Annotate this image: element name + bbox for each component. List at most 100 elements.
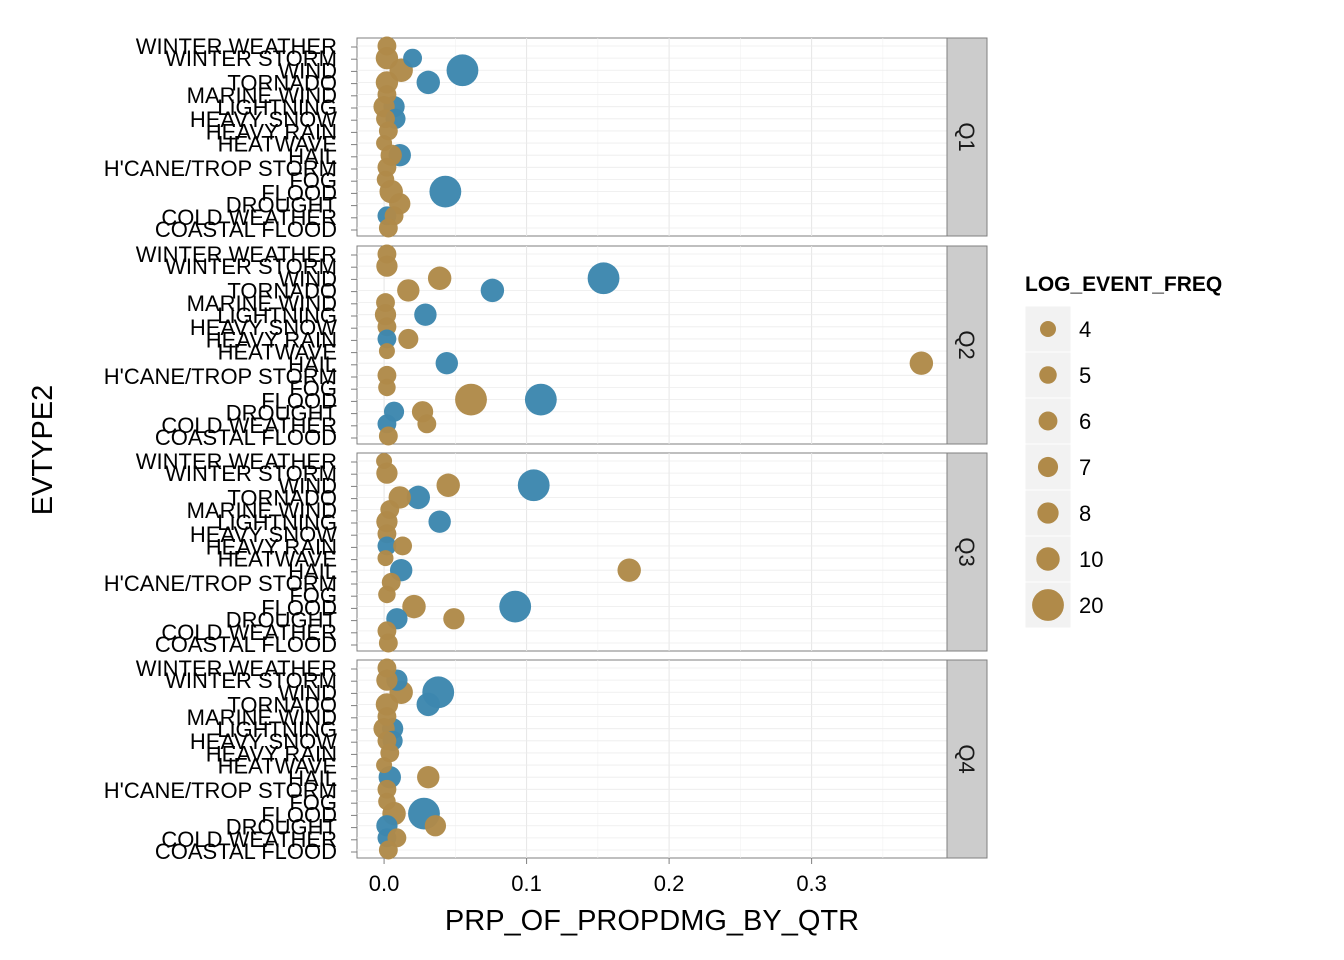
legend-item: 10	[1024, 535, 1103, 583]
data-point	[499, 590, 532, 623]
data-point	[398, 328, 419, 349]
legend-swatch	[1040, 321, 1056, 337]
y-tick-label: HEATWAVE	[218, 340, 337, 365]
y-tick-label: HEAVY SNOW	[190, 522, 337, 547]
y-tick-label: HEATWAVE	[218, 754, 337, 779]
data-point	[376, 170, 395, 189]
y-tick-label: DROUGHT	[226, 401, 337, 426]
data-point	[376, 757, 393, 774]
data-point	[376, 135, 393, 152]
y-tick-label: WIND	[278, 473, 337, 498]
legend-label: 7	[1079, 455, 1091, 480]
y-tick-label: COASTAL FLOOD	[155, 425, 337, 450]
y-tick-label: HAIL	[288, 144, 337, 169]
y-tick-label: HEATWAVE	[218, 132, 337, 157]
data-point	[402, 594, 426, 619]
y-tick-label: HEAVY RAIN	[206, 119, 337, 144]
facet-strip	[946, 452, 988, 652]
data-point	[377, 779, 397, 799]
facet-q2: Q2	[356, 244, 988, 446]
x-tick-label: 0.2	[654, 871, 685, 896]
facet-strip	[946, 37, 988, 237]
data-point	[378, 840, 398, 860]
legend-swatch	[1032, 589, 1064, 621]
legend-item: 4	[1024, 305, 1091, 353]
x-tick-label: 0.3	[796, 871, 827, 896]
y-tick-label: WIND	[278, 680, 337, 705]
y-tick-label: FOG	[289, 376, 337, 401]
data-point	[480, 278, 505, 303]
y-tick-label: HAIL	[288, 766, 337, 791]
legend-swatch	[1037, 456, 1059, 478]
data-point	[428, 510, 451, 533]
y-tick-label: TORNADO	[227, 279, 337, 304]
data-point	[380, 500, 400, 519]
y-tick-label: FLOOD	[261, 595, 337, 620]
data-point	[517, 469, 550, 502]
legend-item: 5	[1024, 351, 1091, 399]
facet-strip	[946, 245, 988, 445]
legend: LOG_EVENT_FREQ 4 5 6 7 8 10 20	[1024, 273, 1222, 629]
x-tick-label: 0.0	[369, 871, 400, 896]
facet-strip-label: Q3	[954, 537, 979, 566]
y-tick-label: COASTAL FLOOD	[155, 632, 337, 657]
data-point	[417, 766, 440, 789]
y-tick-label: MARINE WIND	[187, 291, 337, 316]
y-tick-label: FOG	[289, 583, 337, 608]
data-point	[909, 351, 934, 375]
legend-swatch	[1037, 502, 1059, 524]
y-tick-label: COASTAL FLOOD	[155, 839, 337, 864]
y-tick-label: HAIL	[288, 559, 337, 584]
x-axis: 0.0 0.1 0.2 0.3	[369, 858, 827, 896]
y-tick-label: WINTER STORM	[165, 46, 337, 71]
y-tick-label: WINTER WEATHER	[136, 656, 337, 681]
y-tick-label: LIGHTNING	[217, 717, 337, 742]
legend-label: 6	[1079, 409, 1091, 434]
y-tick-label: HAIL	[288, 352, 337, 377]
y-tick-label: WIND	[278, 266, 337, 291]
data-point	[455, 383, 487, 416]
data-point	[424, 815, 447, 837]
legend-label: 20	[1079, 593, 1103, 618]
y-tick-label: HEAVY SNOW	[190, 107, 337, 132]
data-point	[377, 550, 394, 567]
x-tick-label: 0.1	[511, 871, 542, 896]
y-tick-label: MARINE WIND	[187, 498, 337, 523]
data-point	[427, 266, 452, 290]
y-tick-label: COLD WEATHER	[161, 413, 337, 438]
y-tick-label: LIGHTNING	[217, 95, 337, 120]
data-point	[416, 70, 440, 95]
facet-q4: Q4	[356, 658, 988, 860]
data-point	[377, 85, 397, 104]
data-point	[414, 303, 437, 326]
data-point	[377, 36, 397, 56]
y-tick-label: DROUGHT	[226, 193, 337, 218]
x-axis-title: PRP_OF_PROPDMG_BY_QTR	[445, 905, 859, 937]
y-tick-label: COLD WEATHER	[161, 205, 337, 230]
y-tick-label: FOG	[289, 168, 337, 193]
data-point	[376, 453, 393, 469]
y-tick-label: TORNADO	[227, 486, 337, 511]
facet-strip	[946, 659, 988, 859]
y-tick-label: WINTER WEATHER	[136, 34, 337, 59]
facet-strip-label: Q4	[954, 744, 979, 773]
facet-strip-label: Q1	[954, 122, 979, 151]
y-tick-label: DROUGHT	[226, 815, 337, 840]
legend-item: 20	[1024, 581, 1103, 629]
facet-panels: Q1 Q2 Q3 Q4	[356, 36, 988, 860]
data-point	[378, 218, 398, 238]
legend-item: 7	[1024, 443, 1091, 491]
legend-item: 8	[1024, 489, 1091, 537]
y-tick-label: COASTAL FLOOD	[155, 217, 337, 242]
data-point	[617, 558, 641, 582]
data-point	[443, 608, 465, 630]
facet-q1: Q1	[356, 36, 988, 238]
data-point	[377, 244, 397, 264]
y-tick-label: DROUGHT	[226, 608, 337, 633]
y-tick-label: HEAVY SNOW	[190, 729, 337, 754]
data-point	[524, 383, 557, 416]
